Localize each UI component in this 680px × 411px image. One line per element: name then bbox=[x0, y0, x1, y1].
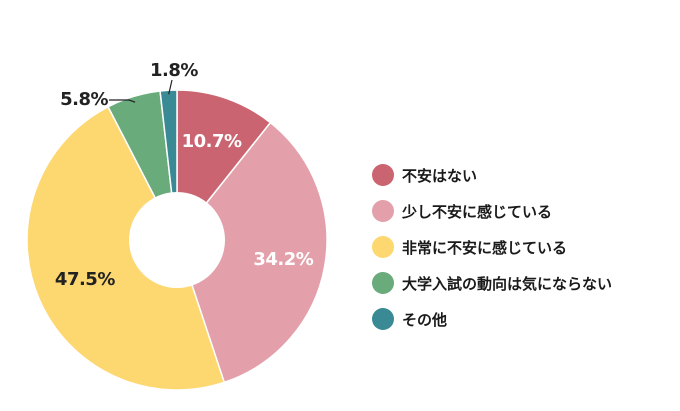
legend: 不安はない 少し不安に感じている 非常に不安に感じている 大学入試の動向は気にな… bbox=[372, 157, 672, 337]
legend-item-no-anxiety: 不安はない bbox=[372, 157, 672, 193]
legend-swatch-very-anxious bbox=[372, 236, 394, 258]
leader-line-not-concerned bbox=[109, 99, 136, 103]
legend-item-other: その他 bbox=[372, 301, 672, 337]
legend-item-very-anxious: 非常に不安に感じている bbox=[372, 229, 672, 265]
data-label-other: 1.8% bbox=[150, 60, 198, 81]
legend-label-slightly-anxious: 少し不安に感じている bbox=[402, 202, 553, 221]
legend-item-not-concerned: 大学入試の動向は気にならない bbox=[372, 265, 672, 301]
leader-line-other bbox=[168, 79, 173, 95]
legend-label-very-anxious: 非常に不安に感じている bbox=[402, 238, 568, 257]
slice-very-anxious bbox=[26, 105, 226, 391]
data-label-no-anxiety: 10.7% bbox=[182, 131, 242, 152]
legend-label-other: その他 bbox=[402, 310, 448, 329]
slice-slightly-anxious bbox=[176, 121, 328, 384]
legend-label-no-anxiety: 不安はない bbox=[402, 166, 478, 185]
donut-hole bbox=[129, 192, 225, 288]
legend-swatch-other bbox=[372, 308, 394, 330]
legend-swatch-no-anxiety bbox=[372, 164, 394, 186]
legend-swatch-slightly-anxious bbox=[372, 200, 394, 222]
legend-swatch-not-concerned bbox=[372, 272, 394, 294]
legend-item-slightly-anxious: 少し不安に感じている bbox=[372, 193, 672, 229]
data-label-not-concerned: 5.8% bbox=[60, 89, 108, 110]
data-label-slightly-anxious: 34.2% bbox=[253, 249, 313, 270]
legend-label-not-concerned: 大学入試の動向は気にならない bbox=[402, 274, 613, 293]
data-label-very-anxious: 47.5% bbox=[55, 269, 115, 290]
